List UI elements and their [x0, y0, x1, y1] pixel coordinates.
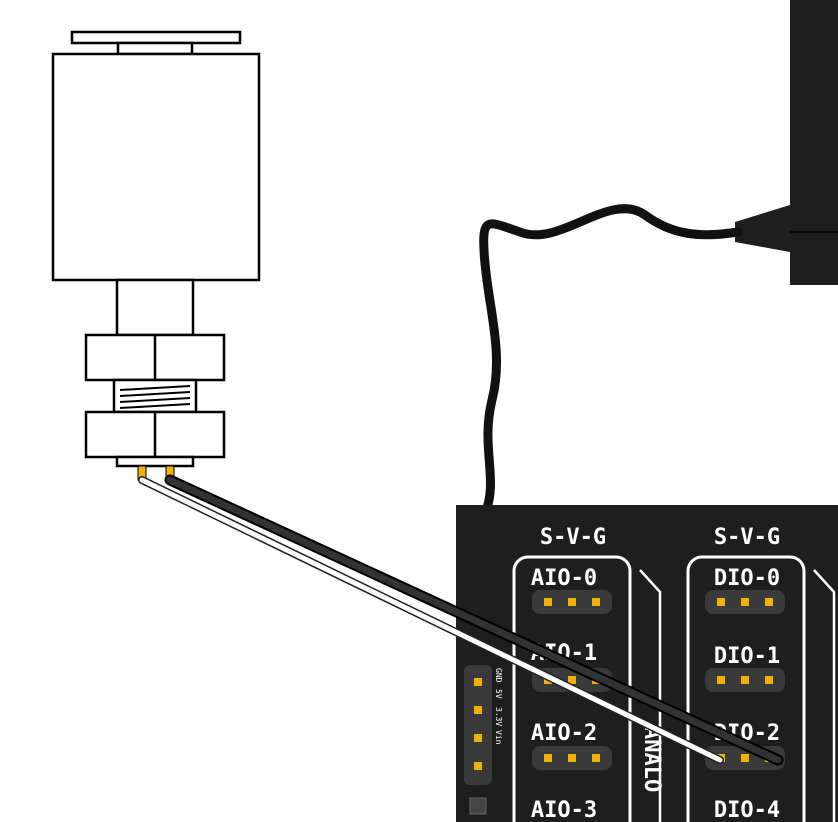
header-pin [568, 676, 576, 684]
header-pin [568, 754, 576, 762]
header-pin [592, 754, 600, 762]
power-pin [474, 706, 482, 714]
pin-label-dio-0: DIO-0 [714, 566, 780, 591]
digital-header-0 [705, 590, 785, 614]
power-pin [474, 678, 482, 686]
power-label-5v: 5V [494, 689, 503, 699]
pin-label-dio-1: DIO-1 [714, 644, 780, 669]
black-wire [166, 476, 782, 764]
pin-label-aio-2: AIO-2 [531, 721, 597, 746]
header-pin [544, 754, 552, 762]
power-label-gnd: GND [494, 668, 503, 683]
controller-module [735, 0, 838, 285]
digital-header-label: S-V-G [714, 525, 780, 550]
header-pin [741, 754, 749, 762]
header-pin [544, 598, 552, 606]
analog-column-outline [512, 555, 632, 822]
analog-header-2 [532, 746, 612, 770]
analog-section-label: ANALO [639, 726, 664, 792]
analog-header-0 [532, 590, 612, 614]
analog-header-label: S-V-G [540, 525, 606, 550]
pin-label-dio-4: DIO-4 [714, 798, 780, 822]
analog-bracket [639, 569, 662, 822]
header-pin [765, 598, 773, 606]
reset-button [469, 797, 487, 815]
pin-label-aio-3: AIO-3 [531, 798, 597, 822]
pin-label-aio-0: AIO-0 [531, 566, 597, 591]
header-pin [717, 598, 725, 606]
header-pin [592, 598, 600, 606]
power-pin [474, 762, 482, 770]
power-label-vin: Vin [494, 730, 503, 745]
power-header [464, 665, 492, 785]
white-wire [139, 477, 723, 763]
sensor-wires [138, 474, 784, 766]
header-pin [741, 598, 749, 606]
header-pin [717, 676, 725, 684]
sensor-body [51, 30, 261, 468]
header-pin [741, 676, 749, 684]
power-pin [474, 734, 482, 742]
power-label-3v3: 3.3V [494, 707, 503, 726]
digital-header-1 [705, 668, 785, 692]
digital-column-outline [686, 555, 806, 822]
digital-bracket [813, 569, 836, 822]
header-pin [765, 676, 773, 684]
header-pin [568, 598, 576, 606]
controller-cable [479, 204, 743, 521]
